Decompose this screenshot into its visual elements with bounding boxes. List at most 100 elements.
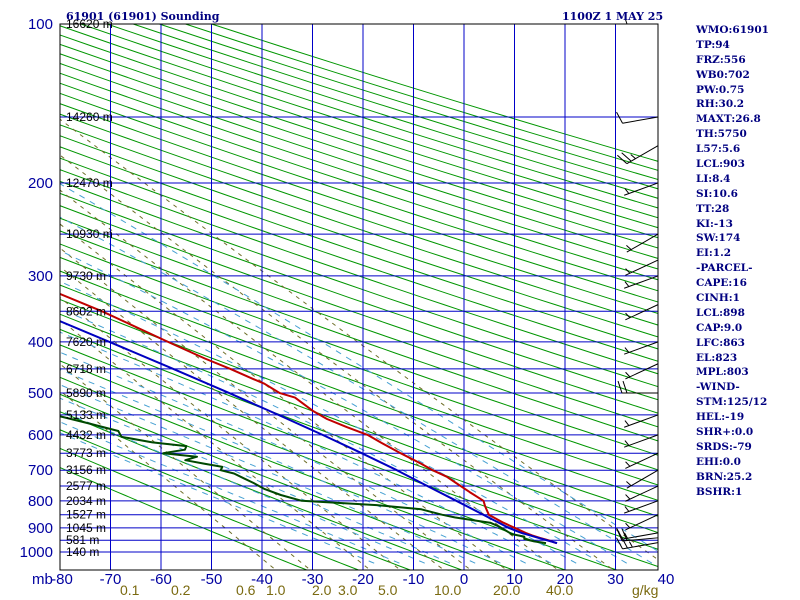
- height-label: 7620 m: [66, 335, 106, 349]
- dry-adiabat: [60, 72, 658, 270]
- wind-barb-half-feather: [624, 532, 628, 539]
- pressure-tick-label: 700: [28, 462, 53, 479]
- wind-barb: [624, 414, 659, 428]
- background-grid: [60, 24, 658, 570]
- wind-barb-staff: [622, 537, 659, 542]
- wind-barb: [622, 17, 658, 25]
- sounding-indices: WMO:61901 TP:94 FRZ:556 WB0:702 PW:0.75 RH:30…: [696, 23, 769, 500]
- temperature-tick-label: -20: [352, 571, 374, 588]
- index-item: HEL:-19: [696, 411, 745, 424]
- mixing-ratio-unit: g/kg: [632, 582, 658, 598]
- temperature-profile: [60, 292, 557, 545]
- wind-barb-staff: [626, 469, 659, 489]
- moist-adiabat: [60, 216, 653, 564]
- dry-adiabat: [60, 135, 658, 338]
- mixing-ratio-tick-label: 40.0: [546, 582, 573, 598]
- pressure-tick-label: 300: [28, 268, 53, 285]
- wind-barb-half-feather: [624, 281, 630, 287]
- wind-barb: [626, 233, 659, 253]
- wind-barb: [617, 145, 659, 165]
- wind-barb-half-feather: [626, 481, 632, 487]
- wind-barb-feather: [621, 528, 628, 541]
- dry-adiabat: [60, 169, 658, 375]
- wind-barb-half-feather: [625, 522, 631, 529]
- index-item: CAP:9.0: [696, 321, 743, 334]
- index-item: EHI:0.0: [696, 455, 741, 468]
- wind-barb-feather: [617, 380, 623, 394]
- wind-barb-staff: [622, 532, 659, 540]
- index-item: MPL:803: [696, 366, 749, 379]
- wind-barb-staff: [625, 514, 659, 531]
- sounding-time: 1100Z 1 MAY 25: [562, 10, 663, 23]
- height-label: 2034 m: [66, 494, 106, 508]
- mixing-ratio-line: [60, 189, 559, 570]
- height-label: 1527 m: [66, 508, 106, 522]
- x-axis-prefix: mb: [32, 571, 53, 588]
- index-item: EL:823: [696, 351, 738, 364]
- height-label: 3773 m: [66, 446, 106, 460]
- wind-barb-half-feather: [630, 154, 636, 160]
- pressure-tick-label: 900: [28, 520, 53, 537]
- mixing-ratio-tick-label: 5.0: [378, 582, 398, 598]
- index-item: TH:5750: [696, 128, 747, 141]
- index-item: CINH:1: [696, 292, 740, 305]
- index-item: FRZ:556: [696, 53, 746, 66]
- mixing-ratio-tick-label: 2.0: [312, 582, 332, 598]
- dry-adiabat: [60, 157, 658, 362]
- wind-barb-half-feather: [624, 420, 630, 426]
- wind-barb: [625, 363, 659, 380]
- height-label: 6718 m: [66, 362, 106, 376]
- station-title: 61901 (61901) Sounding: [66, 10, 220, 23]
- dry-adiabat: [60, 124, 658, 326]
- dry-adiabat: [60, 447, 360, 570]
- moist-adiabat: [60, 249, 627, 564]
- dry-adiabat: [60, 146, 658, 350]
- parcel-profile: [60, 320, 558, 545]
- dry-adiabat: [60, 82, 658, 281]
- temperature-tick-label: 30: [607, 571, 624, 588]
- wind-barb: [624, 341, 659, 355]
- dry-adiabat: [60, 284, 658, 501]
- wind-barb-staff: [625, 485, 659, 502]
- wind-barb: [625, 259, 659, 276]
- dry-adiabat: [60, 53, 658, 249]
- wind-barb-staff: [624, 434, 659, 448]
- moist-adiabat: [60, 432, 375, 564]
- wind-barb-feather: [616, 529, 623, 542]
- dry-adiabat: [60, 270, 658, 486]
- wind-barb-staff: [624, 341, 659, 355]
- wind-barb-feather: [621, 536, 628, 549]
- height-label: 9730 m: [66, 269, 106, 283]
- dry-adiabat: [60, 467, 309, 570]
- sounding-profiles: [60, 292, 558, 545]
- dry-adiabat: [60, 113, 658, 314]
- wind-barb-staff: [625, 452, 659, 469]
- temperature-tick-label: -80: [51, 571, 73, 588]
- wind-barb: [624, 434, 659, 448]
- temperature-tick-label: -60: [150, 571, 172, 588]
- pressure-tick-label: 400: [28, 334, 53, 351]
- pressure-tick-label: 1000: [20, 544, 53, 561]
- index-item: SI:10.6: [696, 187, 738, 200]
- wind-barb-half-feather: [625, 494, 631, 500]
- pressure-tick-label: 100: [28, 16, 53, 33]
- mixing-ratio-tick-label: 0.1: [120, 582, 140, 598]
- temperature-tick-label: 40: [658, 571, 675, 588]
- index-item: LFC:863: [696, 336, 745, 349]
- index-item: WB0:702: [696, 68, 750, 81]
- wind-barb: [624, 182, 659, 196]
- dry-adiabat: [60, 313, 658, 534]
- wind-barb: [625, 304, 659, 321]
- mixing-ratio-tick-label: 0.6: [236, 582, 256, 598]
- wind-barb-half-feather: [625, 312, 631, 319]
- wind-barb-staff: [624, 500, 659, 514]
- temperature-tick-label: -10: [403, 571, 425, 588]
- height-label: 10930 m: [66, 227, 113, 241]
- dry-adiabat: [60, 328, 658, 550]
- dry-adiabat: [60, 103, 658, 303]
- index-item: KI:-13: [696, 217, 733, 230]
- moist-adiabat: [60, 397, 451, 564]
- wind-barb-half-feather: [628, 541, 633, 548]
- mixing-ratio-tick-label: 0.2: [171, 582, 191, 598]
- index-item: SRDS:-79: [696, 440, 752, 453]
